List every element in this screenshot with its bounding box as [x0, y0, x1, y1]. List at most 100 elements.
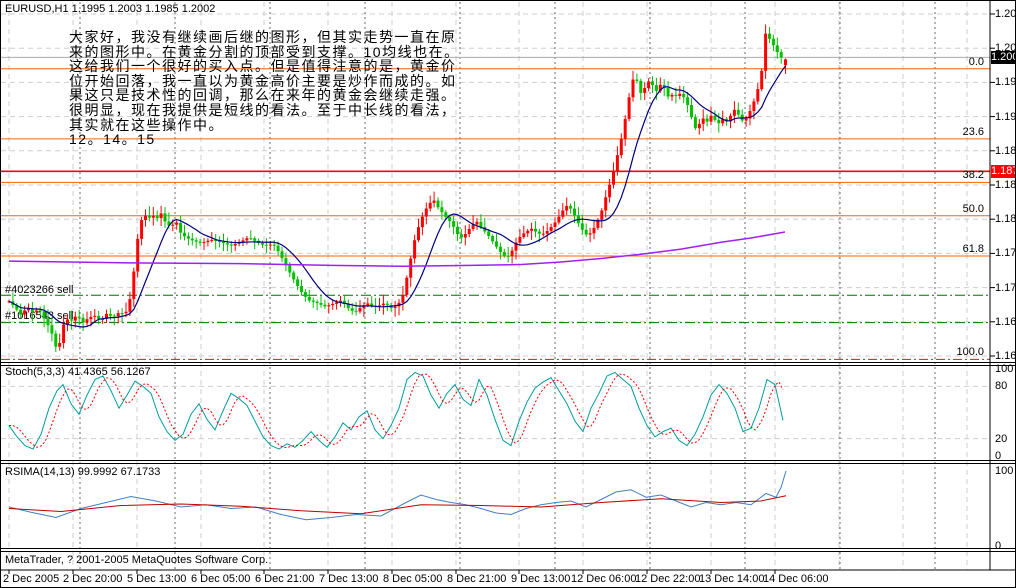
candle-body	[732, 109, 736, 116]
candle-body	[479, 221, 483, 228]
panel-borders	[1, 1, 1015, 574]
candle-body	[471, 224, 475, 230]
candle-body	[604, 197, 608, 211]
candle-body	[569, 205, 573, 209]
candle-body	[428, 202, 432, 209]
candle-body	[444, 212, 448, 217]
candle-body	[155, 215, 159, 219]
candle-body	[764, 33, 768, 71]
candle-body	[756, 89, 760, 102]
candle-body	[362, 305, 366, 309]
candle-body	[206, 240, 210, 243]
candle-body	[530, 228, 534, 231]
candle-body	[354, 310, 358, 312]
candle-body	[495, 241, 498, 247]
candle-body	[105, 313, 108, 319]
candle-body	[553, 222, 557, 227]
order-label-1: #4023266 sell	[5, 284, 74, 296]
candle-body	[128, 299, 132, 312]
candle-body	[452, 221, 456, 227]
candle-body	[233, 243, 237, 246]
candle-body	[725, 118, 729, 122]
candle-body	[600, 210, 604, 220]
candle-body	[339, 300, 342, 303]
candle-body	[46, 318, 50, 326]
candle-body	[779, 52, 783, 58]
candle-body	[296, 279, 300, 286]
candle-body	[280, 251, 284, 259]
candle-body	[101, 318, 105, 320]
candle-body	[635, 79, 639, 81]
candle-body	[292, 272, 296, 280]
candle-body	[608, 184, 612, 198]
candle-body	[307, 296, 311, 301]
candle-body	[409, 258, 413, 278]
candle-body	[350, 308, 354, 311]
candle-body	[502, 252, 506, 256]
candle-body	[151, 215, 155, 218]
candle-body	[467, 229, 471, 235]
candle-body	[596, 219, 600, 228]
candle-body	[612, 170, 615, 185]
candle-body	[264, 244, 268, 246]
stoch-signal-line	[9, 373, 784, 449]
stoch-main-line	[8, 371, 784, 450]
candle-body	[327, 305, 331, 307]
candle-body	[674, 94, 678, 96]
candle-body	[736, 109, 740, 115]
candle-body	[19, 309, 23, 315]
rsi-main-line	[8, 470, 787, 521]
candle-body	[175, 222, 179, 225]
candle-body	[768, 33, 771, 39]
candle-body	[210, 239, 214, 241]
candle-body	[85, 319, 89, 323]
candle-body	[592, 227, 596, 234]
candle-body	[288, 265, 292, 273]
candle-body	[54, 333, 58, 347]
candle-body	[627, 97, 631, 119]
candle-body	[561, 210, 565, 217]
candle-body	[721, 118, 725, 124]
candle-body	[42, 311, 46, 319]
candle-body	[30, 308, 34, 312]
candle-body	[366, 303, 370, 306]
candle-body	[459, 234, 463, 238]
candle-body	[335, 302, 339, 304]
candle-body	[198, 241, 202, 243]
candle-body	[132, 271, 136, 300]
candle-body	[225, 243, 229, 245]
candle-body	[448, 216, 452, 222]
candle-body	[378, 305, 381, 307]
candle-body	[514, 242, 518, 251]
candle-body	[77, 316, 81, 318]
candle-body	[784, 59, 787, 66]
ma-slow-line	[8, 231, 786, 267]
candle-body	[771, 38, 775, 46]
candle-body	[218, 240, 222, 242]
candle-body	[261, 242, 264, 245]
candle-body	[580, 223, 584, 230]
candle-body	[487, 231, 491, 237]
candle-body	[315, 301, 319, 304]
candle-body	[249, 238, 253, 240]
candle-body	[136, 238, 140, 272]
candle-body	[385, 303, 389, 305]
candle-body	[405, 277, 409, 295]
candle-body	[163, 213, 167, 222]
candle-body	[654, 85, 658, 91]
candle-body	[682, 93, 686, 98]
candle-body	[303, 292, 307, 297]
candle-body	[463, 234, 467, 238]
candle-body	[631, 79, 635, 98]
ma10-line	[8, 65, 786, 328]
candle-body	[202, 242, 206, 244]
candle-body	[190, 238, 194, 241]
candle-body	[323, 304, 327, 307]
candle-body	[167, 221, 171, 226]
candle-body	[690, 105, 693, 118]
candle-body	[420, 216, 424, 228]
candle-body	[268, 244, 272, 246]
candle-body	[713, 115, 717, 120]
